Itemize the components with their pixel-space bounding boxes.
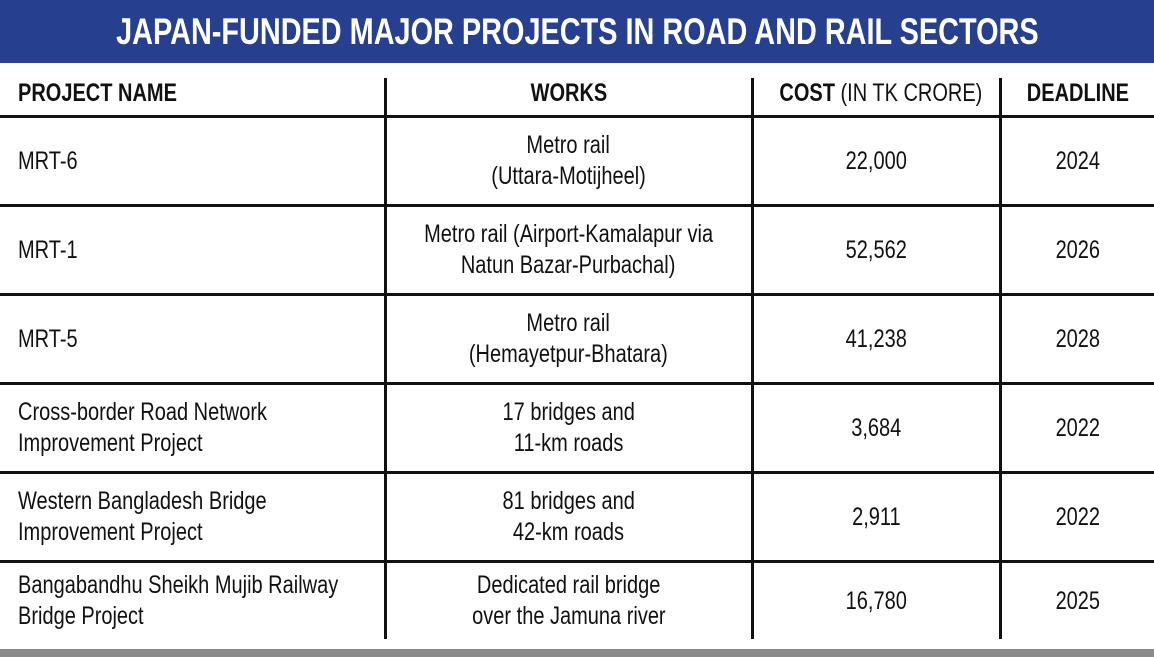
header-label: WORKS [530,79,607,107]
table-title: JAPAN-FUNDED MAJOR PROJECTS IN ROAD AND … [115,10,1039,52]
deadline-cell: 2024 [998,116,1154,207]
table-row: Western Bangladesh Bridge Improvement Pro… [0,472,1154,563]
deadline-cell-text: 2022 [1055,413,1101,442]
project-name-cell-text: Improvement Project [18,518,203,546]
cost-cell: 16,780 [750,561,1000,639]
works-cell-text: (Uttara-Motijheel) [491,162,646,190]
works-cell-text: (Hemayetpur-Bhatara) [469,340,668,368]
header-row: PROJECT NAME WORKS COST (IN TK CRORE) DE… [0,78,1154,118]
cost-cell: 41,238 [750,294,1000,385]
project-name-cell-text: Western Bangladesh Bridge [18,487,267,515]
works-cell: Metro rail (Hemayetpur-Bhatara) [383,294,752,385]
cost-cell: 2,911 [750,472,1000,563]
header-label: PROJECT NAME [18,79,177,107]
project-name-cell-text: Bangabandhu Sheikh Mujib Railway [18,571,339,599]
header-cost-label: COST [778,79,835,107]
title-bar: JAPAN-FUNDED MAJOR PROJECTS IN ROAD AND … [0,0,1154,63]
header-project-name: PROJECT NAME [0,78,385,118]
works-cell-text: over the Jamuna river [471,602,666,630]
deadline-cell-text: 2026 [1055,235,1101,264]
deadline-cell: 2028 [998,294,1154,385]
table-row: MRT-6 Metro rail (Uttara-Motijheel) 22,000 2… [0,116,1154,207]
cost-cell: 22,000 [750,116,1000,207]
works-cell-text: 17 bridges and [502,398,635,426]
table-row: Cross-border Road Network Improvement Pro… [0,383,1154,474]
header-cost: COST (IN TK CRORE) [750,78,1000,118]
cost-cell: 3,684 [750,383,1000,474]
works-cell: Metro rail (Uttara-Motijheel) [383,116,752,207]
cost-cell-text: 16,780 [845,586,907,615]
works-cell: Metro rail (Airport-Kamalapur via Natun B… [383,205,752,296]
cost-cell-text: 2,911 [851,502,901,531]
deadline-cell: 2025 [998,561,1154,639]
deadline-cell: 2022 [998,472,1154,563]
deadline-cell: 2022 [998,383,1154,474]
project-name-cell: Western Bangladesh Bridge Improvement Pro… [0,472,385,563]
table-row: MRT-1 Metro rail (Airport-Kamalapur via Na… [0,205,1154,296]
header-label: COST (IN TK CRORE) [779,78,982,109]
cost-cell-text: 52,562 [845,235,907,264]
bottom-bar [0,649,1154,657]
deadline-cell-text: 2028 [1055,324,1101,353]
works-cell: Dedicated rail bridge over the Jamuna riv… [383,561,752,639]
project-name-cell-text: MRT-1 [18,235,78,264]
deadline-cell-text: 2025 [1055,586,1101,615]
table-row: MRT-5 Metro rail (Hemayetpur-Bhatara) 41,23… [0,294,1154,385]
project-name-cell-text: MRT-5 [18,324,78,353]
project-name-cell: MRT-6 [0,116,385,207]
works-cell-text: 42-km roads [512,518,625,546]
deadline-cell: 2026 [998,205,1154,296]
cost-cell-text: 3,684 [850,413,902,442]
project-name-cell: Bangabandhu Sheikh Mujib Railway Bridge P… [0,562,385,640]
project-name-cell-text: Improvement Project [18,429,203,457]
project-name-cell-text: Bridge Project [18,602,144,630]
cost-cell-text: 41,238 [845,324,907,353]
project-name-cell-text: MRT-6 [18,146,78,175]
works-cell-text: Metro rail [526,309,611,337]
project-name-cell: MRT-5 [0,294,385,385]
header-label: DEADLINE [1026,79,1129,107]
works-cell-text: Metro rail (Airport-Kamalapur via [424,220,713,248]
header-deadline: DEADLINE [998,78,1154,118]
table-row: Bangabandhu Sheikh Mujib Railway Bridge P… [0,561,1154,640]
project-name-cell: MRT-1 [0,205,385,296]
works-cell-text: 11-km roads [513,429,624,457]
projects-table: PROJECT NAME WORKS COST (IN TK CRORE) DE… [0,78,1154,639]
header-works: WORKS [383,78,752,118]
deadline-cell-text: 2024 [1055,146,1101,175]
project-name-cell-text: Cross-border Road Network [18,398,267,426]
header-cost-unit: (IN TK CRORE) [834,79,982,107]
cost-cell: 52,562 [750,205,1000,296]
deadline-cell-text: 2022 [1055,502,1101,531]
works-cell-text: Natun Bazar-Purbachal) [461,251,676,279]
works-cell: 17 bridges and 11-km roads [383,383,752,474]
works-cell: 81 bridges and 42-km roads [383,472,752,563]
works-cell-text: Metro rail [526,131,611,159]
project-name-cell: Cross-border Road Network Improvement Pro… [0,383,385,474]
works-cell-text: 81 bridges and [502,487,635,515]
works-cell-text: Dedicated rail bridge [476,571,661,599]
cost-cell-text: 22,000 [845,146,907,175]
